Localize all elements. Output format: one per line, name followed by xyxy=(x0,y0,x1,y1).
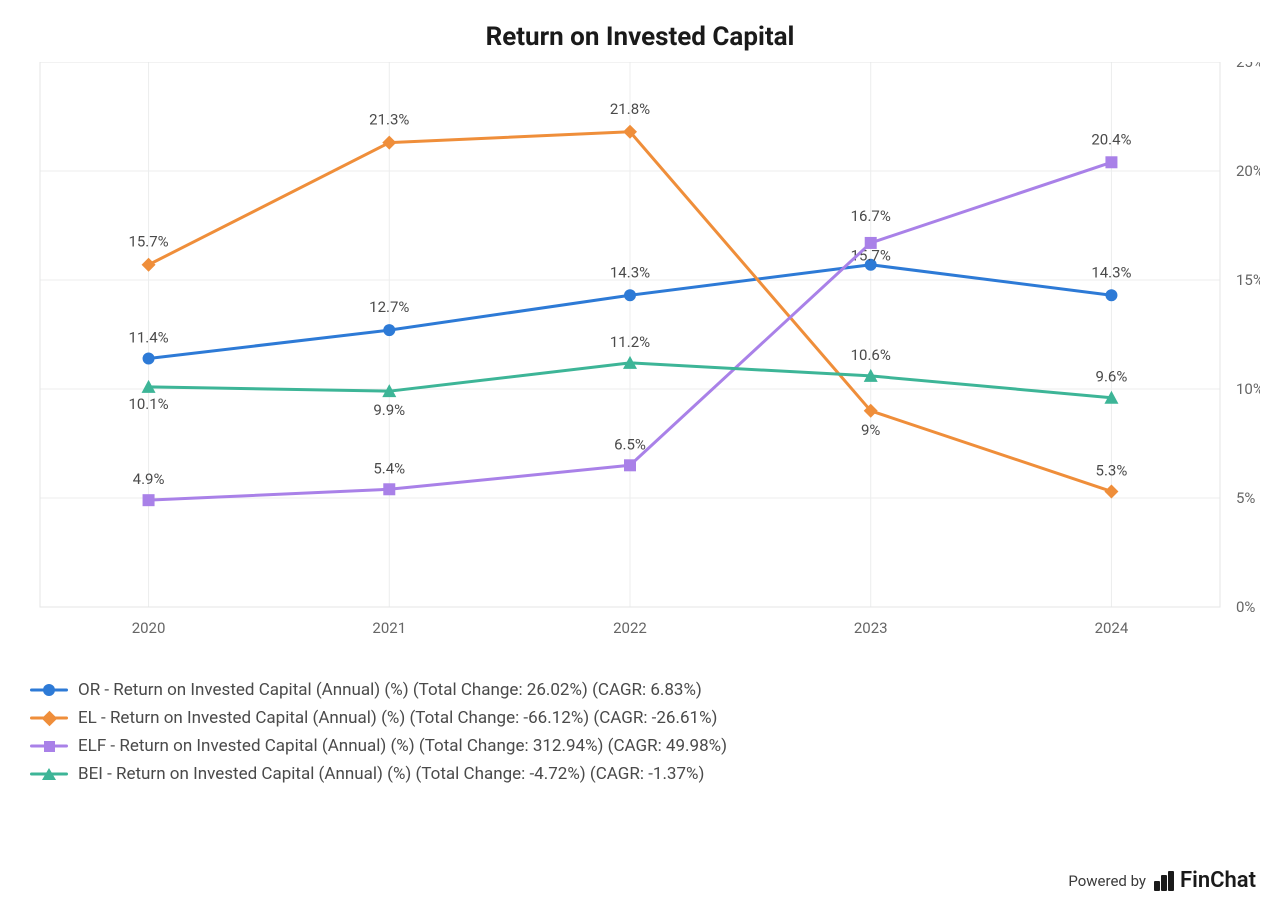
brand-label: FinChat xyxy=(1154,868,1256,893)
chart-title: Return on Invested Capital xyxy=(0,0,1280,62)
data-label: 11.2% xyxy=(610,333,650,351)
data-label: 4.9% xyxy=(133,470,165,488)
y-tick-label: 5% xyxy=(1236,489,1255,507)
data-label: 6.5% xyxy=(614,435,646,453)
legend-label: OR - Return on Invested Capital (Annual)… xyxy=(78,680,702,700)
data-point xyxy=(1105,289,1117,301)
data-point xyxy=(383,483,395,495)
data-label: 9% xyxy=(861,421,880,439)
data-label: 5.4% xyxy=(373,459,405,477)
x-tick-label: 2022 xyxy=(613,619,647,637)
data-label: 21.8% xyxy=(610,100,650,118)
line-chart: 0% 5% 10% 15% 20% 25% 2020 2021 2022 2023 2024 11.4… xyxy=(20,62,1260,662)
data-label: 14.3% xyxy=(610,263,650,281)
data-point xyxy=(865,237,877,249)
legend-marker-icon xyxy=(30,738,68,754)
y-tick-label: 15% xyxy=(1236,271,1260,289)
legend-label: EL - Return on Invested Capital (Annual)… xyxy=(78,708,717,728)
powered-by-label: Powered by xyxy=(1068,872,1146,890)
legend-marker-icon xyxy=(30,682,68,698)
footer-attribution: Powered by FinChat xyxy=(1068,868,1256,893)
data-label: 12.7% xyxy=(369,298,409,316)
legend-label: ELF - Return on Invested Capital (Annual… xyxy=(78,736,727,756)
data-label: 10.1% xyxy=(128,395,168,413)
data-label: 15.7% xyxy=(128,233,168,251)
data-label: 10.6% xyxy=(851,346,891,364)
y-tick-label: 25% xyxy=(1236,62,1260,71)
x-tick-label: 2023 xyxy=(854,619,888,637)
y-tick-label: 20% xyxy=(1236,162,1260,180)
data-label: 20.4% xyxy=(1091,130,1131,148)
legend-marker-icon xyxy=(30,766,68,782)
legend-item[interactable]: OR - Return on Invested Capital (Annual)… xyxy=(30,680,1250,700)
data-point xyxy=(1105,156,1117,168)
data-label: 21.3% xyxy=(369,111,409,129)
data-point xyxy=(624,459,636,471)
legend-item[interactable]: EL - Return on Invested Capital (Annual)… xyxy=(30,708,1250,728)
data-label: 14.3% xyxy=(1091,263,1131,281)
brand-text: FinChat xyxy=(1180,868,1256,893)
chart-container: 0% 5% 10% 15% 20% 25% 2020 2021 2022 2023 2024 11.4… xyxy=(20,62,1260,662)
x-tick-label: 2024 xyxy=(1095,619,1129,637)
legend-marker-icon xyxy=(30,710,68,726)
legend-item[interactable]: ELF - Return on Invested Capital (Annual… xyxy=(30,736,1250,756)
y-tick-label: 0% xyxy=(1236,598,1255,616)
y-tick-label: 10% xyxy=(1236,380,1260,398)
data-point xyxy=(143,352,155,364)
data-point xyxy=(624,289,636,301)
data-point xyxy=(383,324,395,336)
data-label: 16.7% xyxy=(851,207,891,225)
data-label: 11.4% xyxy=(128,328,168,346)
data-label: 5.3% xyxy=(1096,461,1128,479)
data-label: 9.9% xyxy=(373,401,405,419)
finchat-logo-icon xyxy=(1154,871,1174,891)
data-point xyxy=(143,494,155,506)
legend: OR - Return on Invested Capital (Annual)… xyxy=(30,680,1250,784)
data-label: 9.6% xyxy=(1096,368,1128,386)
legend-item[interactable]: BEI - Return on Invested Capital (Annual… xyxy=(30,764,1250,784)
legend-label: BEI - Return on Invested Capital (Annual… xyxy=(78,764,704,784)
x-tick-label: 2020 xyxy=(132,619,166,637)
x-tick-label: 2021 xyxy=(372,619,406,637)
